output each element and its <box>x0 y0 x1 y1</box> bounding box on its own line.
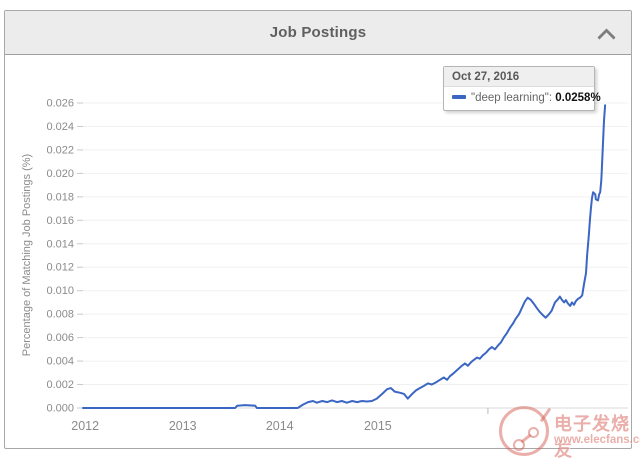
x-tick-label: 2013 <box>169 419 197 433</box>
y-tick-label: 0.006 <box>46 332 74 344</box>
tooltip-value: 0.0258% <box>555 92 601 104</box>
panel-title: Job Postings <box>269 24 367 41</box>
y-tick-label: 0.024 <box>46 121 74 133</box>
tooltip-date: Oct 27, 2016 <box>444 67 594 87</box>
y-tick-label: 0.008 <box>46 309 74 321</box>
y-tick-label: 0.022 <box>46 144 74 156</box>
deep-learning-trend-line <box>82 104 607 409</box>
y-tick-label: 0.026 <box>46 98 74 110</box>
y-tick-label: 0.012 <box>46 262 74 274</box>
y-tick-label: 0.018 <box>46 191 74 203</box>
y-tick-label: 0.010 <box>46 285 74 297</box>
x-tick-label: 2014 <box>266 419 294 433</box>
y-tick-label: 0.014 <box>46 238 74 250</box>
series-legend-dash-icon <box>452 95 466 99</box>
tooltip-separator: : <box>548 92 556 104</box>
chart-tooltip: Oct 27, 2016 "deep learning": 0.0258% <box>443 66 601 111</box>
y-tick-label: 0.016 <box>46 215 74 227</box>
y-tick-label: 0.002 <box>46 379 74 391</box>
y-tick-label: 0.020 <box>46 168 74 180</box>
y-tick-label: 0.000 <box>46 403 74 415</box>
tooltip-series-label: "deep learning" <box>471 92 549 104</box>
tooltip-body: "deep learning": 0.0258% <box>444 87 601 110</box>
x-tick-label: 2012 <box>71 419 99 433</box>
panel-header: Job Postings <box>5 11 631 55</box>
y-axis-title: Percentage of Matching Job Postings (%) <box>21 154 33 356</box>
y-tick-label: 0.004 <box>46 356 74 368</box>
x-tick-label: 2015 <box>364 419 392 433</box>
